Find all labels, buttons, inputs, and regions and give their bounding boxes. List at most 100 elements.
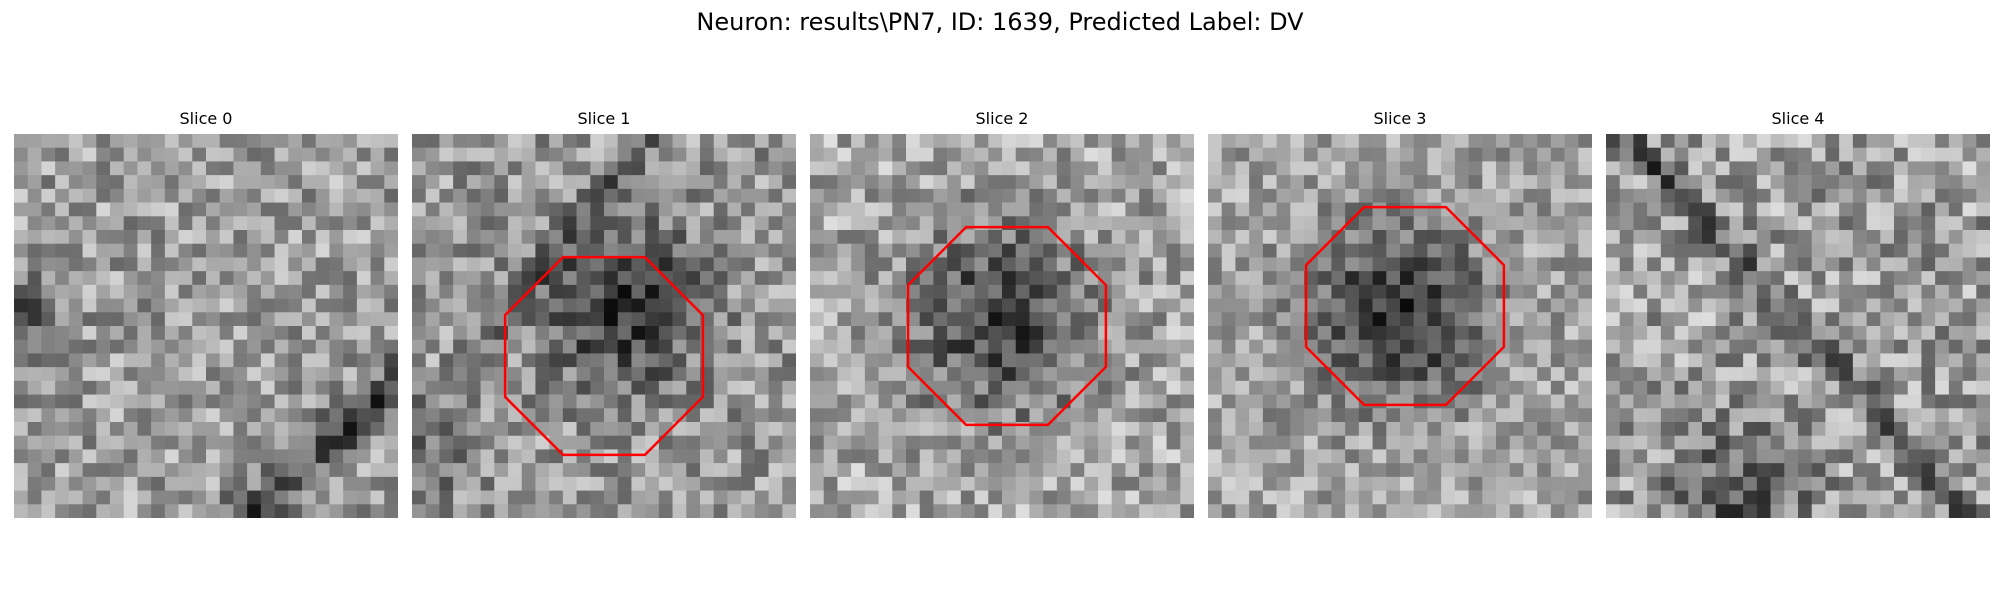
pixel-cell bbox=[1152, 147, 1167, 162]
pixel-cell bbox=[1400, 298, 1415, 313]
pixel-cell bbox=[741, 504, 756, 518]
pixel-cell bbox=[1331, 271, 1346, 286]
pixel-cell bbox=[343, 422, 358, 437]
pixel-cell bbox=[384, 326, 398, 341]
pixel-cell bbox=[1235, 175, 1250, 190]
pixel-cell bbox=[27, 230, 42, 245]
pixel-cell bbox=[1948, 435, 1963, 450]
pixel-cell bbox=[233, 490, 248, 505]
pixel-cell bbox=[1921, 435, 1936, 450]
pixel-cell bbox=[521, 202, 536, 217]
pixel-cell bbox=[919, 490, 934, 505]
pixel-cell bbox=[151, 449, 166, 464]
pixel-cell bbox=[1852, 312, 1867, 327]
pixel-cell bbox=[1084, 298, 1099, 313]
pixel-cell bbox=[370, 504, 385, 518]
pixel-cell bbox=[1317, 271, 1332, 286]
pixel-cell bbox=[1331, 284, 1346, 299]
pixel-cell bbox=[68, 134, 83, 149]
pixel-cell bbox=[343, 449, 358, 464]
pixel-cell bbox=[27, 449, 42, 464]
pixel-cell bbox=[837, 188, 852, 203]
pixel-cell bbox=[768, 435, 783, 450]
pixel-cell bbox=[947, 175, 962, 190]
pixel-cell bbox=[1647, 257, 1662, 272]
pixel-cell bbox=[933, 257, 948, 272]
pixel-cell bbox=[713, 161, 728, 176]
pixel-cell bbox=[1784, 230, 1799, 245]
pixel-cell bbox=[837, 408, 852, 423]
pixel-cell bbox=[1304, 463, 1319, 478]
pixel-cell bbox=[453, 408, 468, 423]
pixel-cell bbox=[412, 147, 427, 162]
pixel-cell bbox=[1660, 339, 1675, 354]
pixel-cell bbox=[1276, 230, 1291, 245]
pixel-cell bbox=[315, 271, 330, 286]
pixel-cell bbox=[1331, 504, 1346, 518]
pixel-cell bbox=[1125, 476, 1140, 491]
pixel-cell bbox=[96, 367, 111, 382]
pixel-cell bbox=[274, 339, 289, 354]
pixel-cell bbox=[1235, 161, 1250, 176]
pixel-cell bbox=[878, 216, 893, 231]
pixel-cell bbox=[1729, 175, 1744, 190]
pixel-cell bbox=[1084, 504, 1099, 518]
pixel-cell bbox=[1262, 435, 1277, 450]
pixel-cell bbox=[1166, 422, 1181, 437]
pixel-cell bbox=[1208, 134, 1223, 149]
pixel-cell bbox=[1084, 230, 1099, 245]
pixel-cell bbox=[315, 257, 330, 272]
pixel-cell bbox=[1948, 476, 1963, 491]
pixel-cell bbox=[123, 449, 138, 464]
pixel-cell bbox=[412, 435, 427, 450]
pixel-cell bbox=[1935, 339, 1950, 354]
pixel-cell bbox=[302, 257, 317, 272]
pixel-cell bbox=[919, 216, 934, 231]
pixel-cell bbox=[810, 326, 825, 341]
pixel-cell bbox=[1015, 175, 1030, 190]
pixel-cell bbox=[1441, 490, 1456, 505]
pixel-cell bbox=[1770, 435, 1785, 450]
pixel-cell bbox=[1729, 161, 1744, 176]
pixel-cell bbox=[1633, 449, 1648, 464]
pixel-cell bbox=[384, 449, 398, 464]
pixel-cell bbox=[508, 422, 523, 437]
pixel-cell bbox=[219, 367, 234, 382]
pixel-cell bbox=[823, 380, 838, 395]
pixel-cell bbox=[288, 202, 303, 217]
pixel-cell bbox=[851, 339, 866, 354]
pixel-cell bbox=[631, 216, 646, 231]
pixel-cell bbox=[878, 243, 893, 258]
pixel-cell bbox=[1962, 490, 1977, 505]
pixel-cell bbox=[1509, 504, 1524, 518]
pixel-cell bbox=[754, 284, 769, 299]
pixel-cell bbox=[1276, 202, 1291, 217]
pixel-cell bbox=[1509, 202, 1524, 217]
pixel-cell bbox=[1180, 271, 1194, 286]
pixel-cell bbox=[768, 202, 783, 217]
pixel-cell bbox=[1482, 188, 1497, 203]
pixel-cell bbox=[1249, 449, 1264, 464]
pixel-cell bbox=[1125, 408, 1140, 423]
pixel-cell bbox=[974, 435, 989, 450]
pixel-cell bbox=[658, 380, 673, 395]
pixel-cell bbox=[425, 380, 440, 395]
pixel-cell bbox=[590, 230, 605, 245]
pixel-cell bbox=[27, 463, 42, 478]
pixel-cell bbox=[1015, 353, 1030, 368]
pixel-cell bbox=[686, 367, 701, 382]
pixel-cell bbox=[1633, 188, 1648, 203]
pixel-cell bbox=[672, 476, 687, 491]
pixel-cell bbox=[645, 134, 660, 149]
pixel-cell bbox=[425, 298, 440, 313]
pixel-cell bbox=[384, 353, 398, 368]
pixel-cell bbox=[933, 298, 948, 313]
pixel-cell bbox=[741, 257, 756, 272]
pixel-cell bbox=[27, 435, 42, 450]
pixel-cell bbox=[288, 161, 303, 176]
pixel-cell bbox=[604, 353, 619, 368]
pixel-cell bbox=[1015, 284, 1030, 299]
pixel-cell bbox=[754, 476, 769, 491]
pixel-cell bbox=[1427, 175, 1442, 190]
pixel-cell bbox=[1619, 271, 1634, 286]
